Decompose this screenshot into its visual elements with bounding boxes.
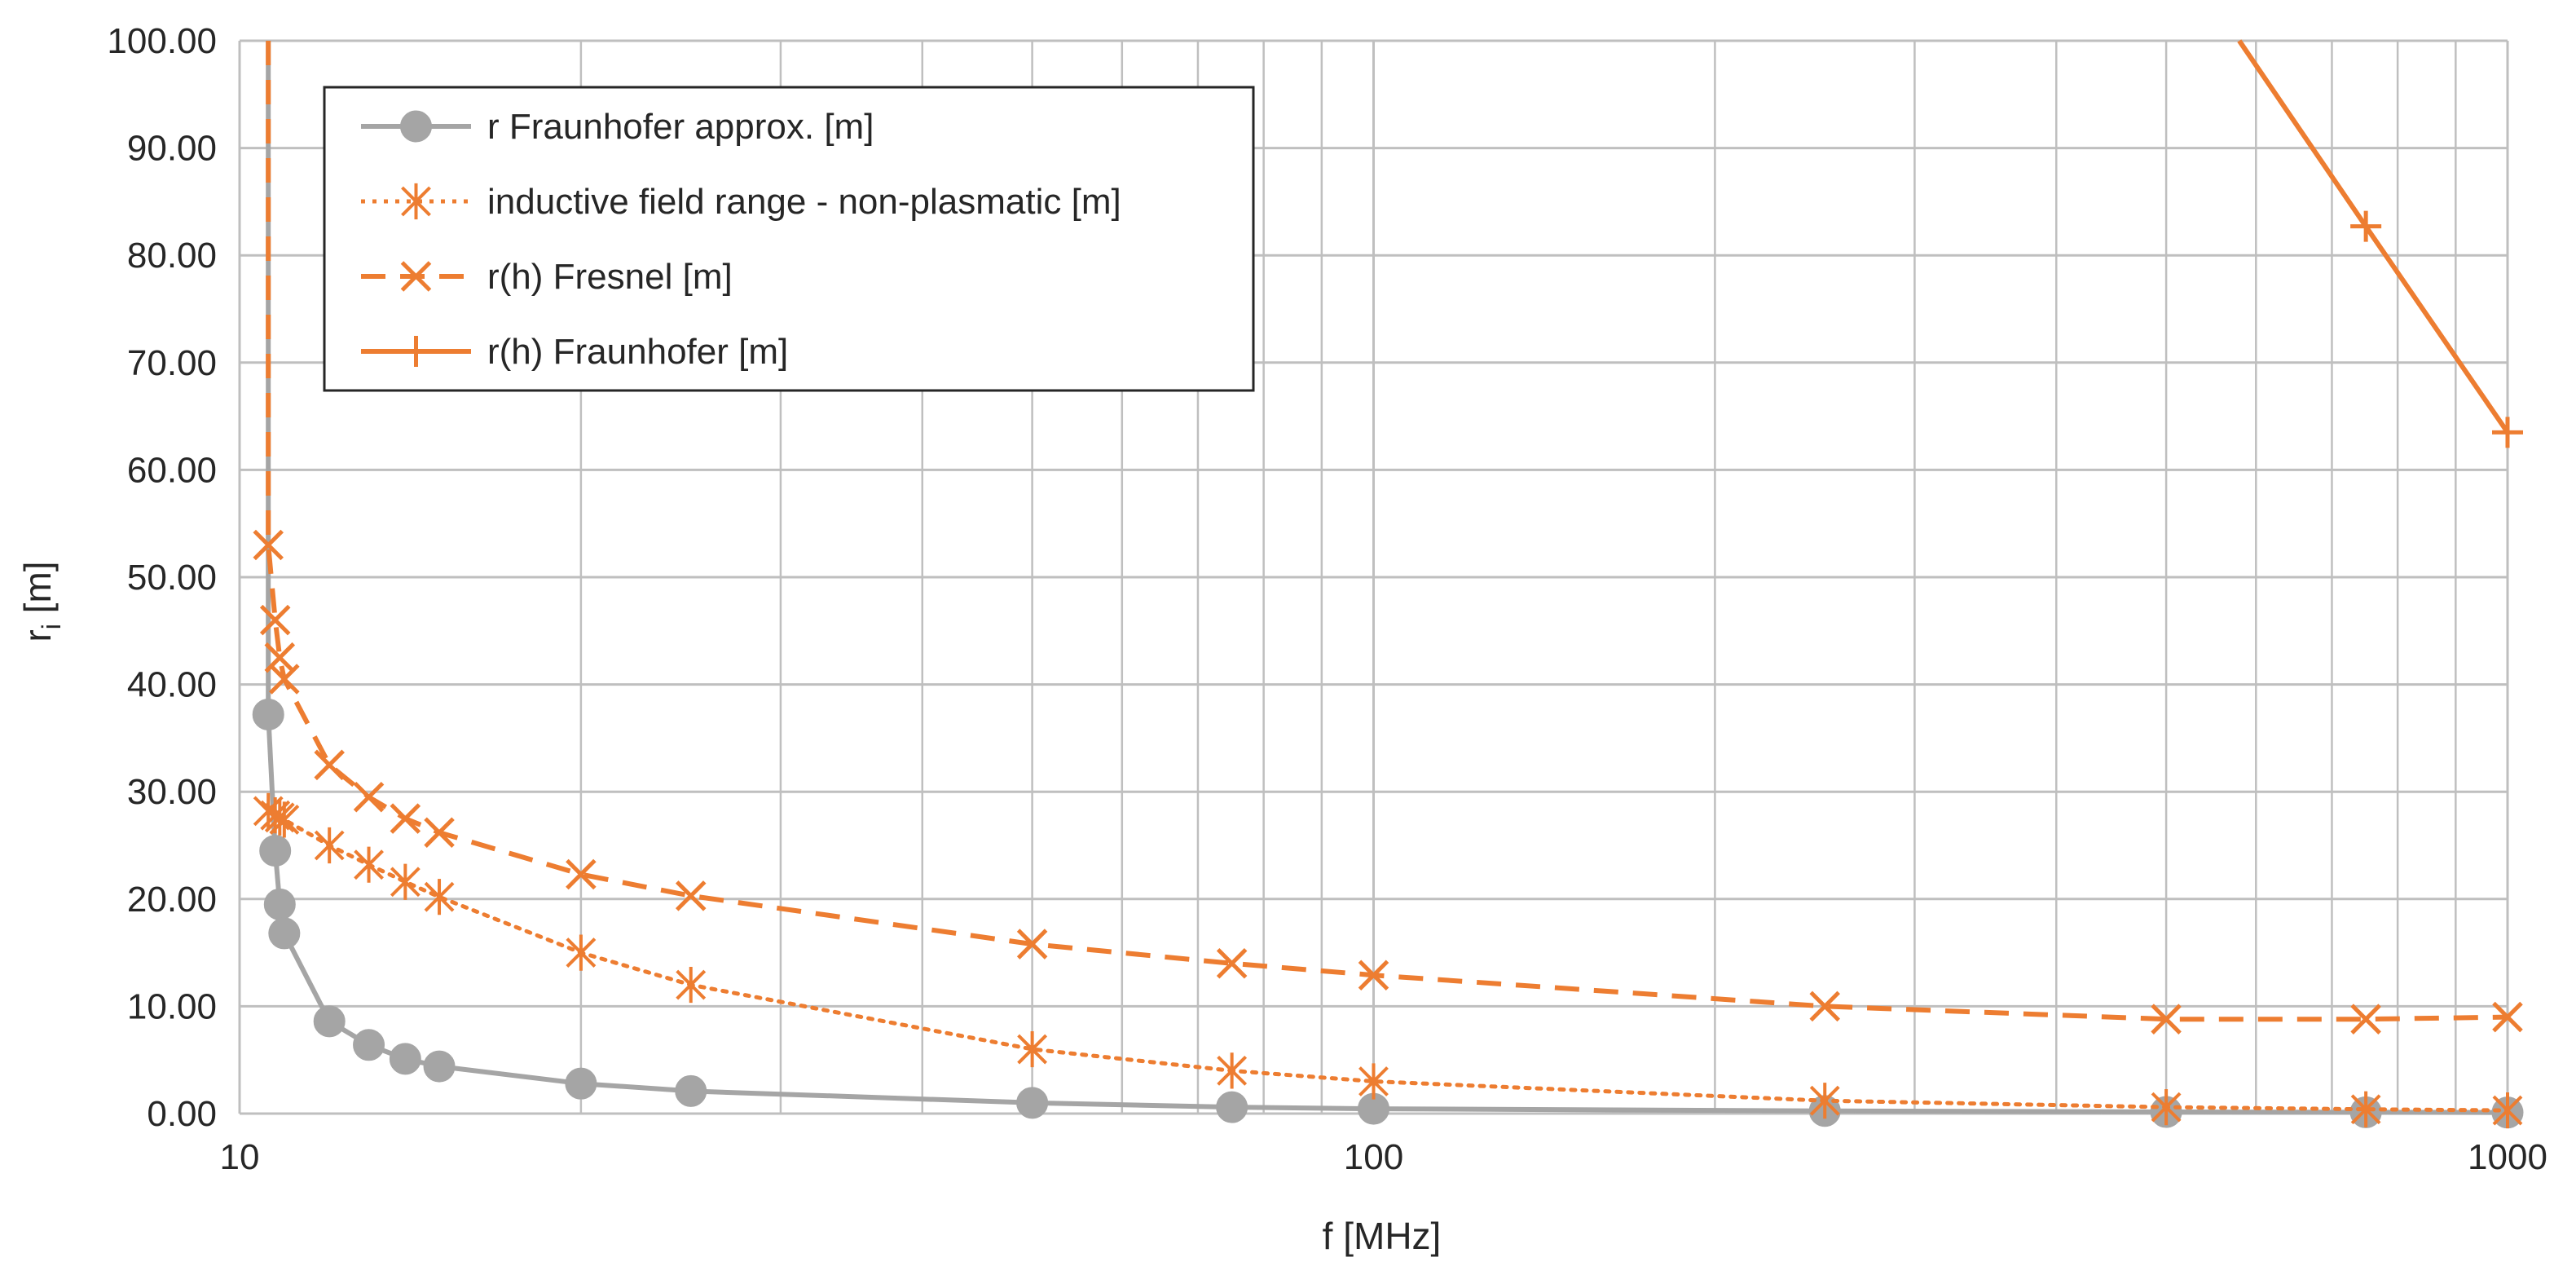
data-point	[424, 817, 455, 848]
data-point	[566, 934, 597, 971]
y-tick-label: 40.00	[127, 665, 217, 705]
data-point	[389, 1043, 421, 1075]
series-2	[253, 41, 2523, 1035]
data-point	[1358, 960, 1389, 991]
y-axis-label-main: r	[16, 629, 59, 642]
data-point	[2492, 417, 2523, 448]
data-point	[676, 966, 707, 1004]
y-axis-label: ri [m]	[16, 561, 66, 642]
data-point	[1809, 990, 1840, 1022]
data-point	[1016, 929, 1048, 960]
legend-swatch-marker	[401, 183, 431, 220]
data-point	[252, 698, 284, 730]
x-tick-label: 10	[220, 1137, 260, 1177]
data-point	[268, 917, 301, 950]
legend-swatch-marker	[400, 336, 432, 367]
legend-box	[323, 86, 1255, 392]
legend-label: r(h) Fresnel [m]	[487, 257, 733, 297]
y-tick-label: 100.00	[107, 21, 217, 61]
y-tick-label: 50.00	[127, 558, 217, 598]
series-line	[266, 809, 2510, 1113]
data-point	[259, 604, 291, 636]
x-tick-label: 100	[1344, 1137, 1403, 1177]
y-tick-label: 20.00	[127, 880, 217, 920]
legend-label: inductive field range - non-plasmatic [m…	[487, 182, 1121, 222]
data-point	[424, 879, 455, 915]
y-tick-label: 10.00	[127, 986, 217, 1026]
data-point	[1217, 1052, 1248, 1089]
data-point	[390, 803, 421, 834]
legend-label: r Fraunhofer approx. [m]	[487, 107, 874, 147]
data-point	[313, 1005, 346, 1038]
y-axis-label-sub: i	[37, 624, 66, 629]
data-point	[2151, 1004, 2182, 1035]
series-1	[253, 792, 2523, 1129]
data-point	[2350, 210, 2382, 242]
data-point	[1017, 1030, 1048, 1068]
data-point	[566, 858, 597, 890]
data-point	[1809, 1083, 1840, 1119]
data-point	[1216, 947, 1248, 979]
data-point	[269, 801, 300, 838]
y-tick-label: 70.00	[127, 343, 217, 383]
series-line	[266, 41, 2508, 1022]
series-line	[2237, 39, 2510, 435]
data-point	[2492, 1092, 2523, 1129]
data-point	[263, 888, 296, 920]
legend-swatch-marker	[400, 110, 432, 143]
x-axis-label: f [MHz]	[1323, 1215, 1442, 1257]
data-point	[2350, 1004, 2381, 1035]
y-tick-label: 60.00	[127, 450, 217, 490]
data-point	[253, 529, 284, 561]
legend-swatch-marker	[400, 261, 432, 292]
data-point	[2492, 1001, 2523, 1033]
y-tick-label: 0.00	[147, 1094, 217, 1134]
data-point	[1358, 1063, 1389, 1100]
data-point	[354, 846, 384, 883]
y-axis-label-suffix: [m]	[16, 561, 59, 624]
y-tick-label: 30.00	[127, 772, 217, 812]
data-point	[353, 1029, 385, 1061]
plot-area	[252, 39, 2524, 1129]
data-point	[675, 880, 707, 911]
series-3	[2237, 39, 2523, 448]
y-tick-label: 90.00	[127, 129, 217, 169]
data-point	[1016, 1087, 1049, 1119]
data-point	[675, 1074, 707, 1107]
data-point	[264, 799, 295, 836]
data-point	[565, 1067, 597, 1100]
data-point	[353, 782, 385, 813]
x-tick-label: 1000	[2468, 1137, 2547, 1177]
data-point	[2350, 1091, 2381, 1127]
data-point	[2151, 1089, 2182, 1126]
legend: r Fraunhofer approx. [m] inductive field …	[323, 86, 1255, 392]
data-point	[259, 835, 292, 867]
data-point	[314, 749, 345, 781]
y-tick-label: 80.00	[127, 236, 217, 276]
data-point	[314, 827, 345, 864]
data-point	[1216, 1091, 1248, 1123]
data-point	[390, 863, 421, 900]
legend-label: r(h) Fraunhofer [m]	[487, 332, 788, 372]
data-point	[423, 1050, 456, 1083]
data-point	[269, 664, 300, 695]
tick-labels: 0.00 10.00 20.00 30.00 40.00 50.00 60.00 70.00 8…	[107, 21, 2547, 1177]
